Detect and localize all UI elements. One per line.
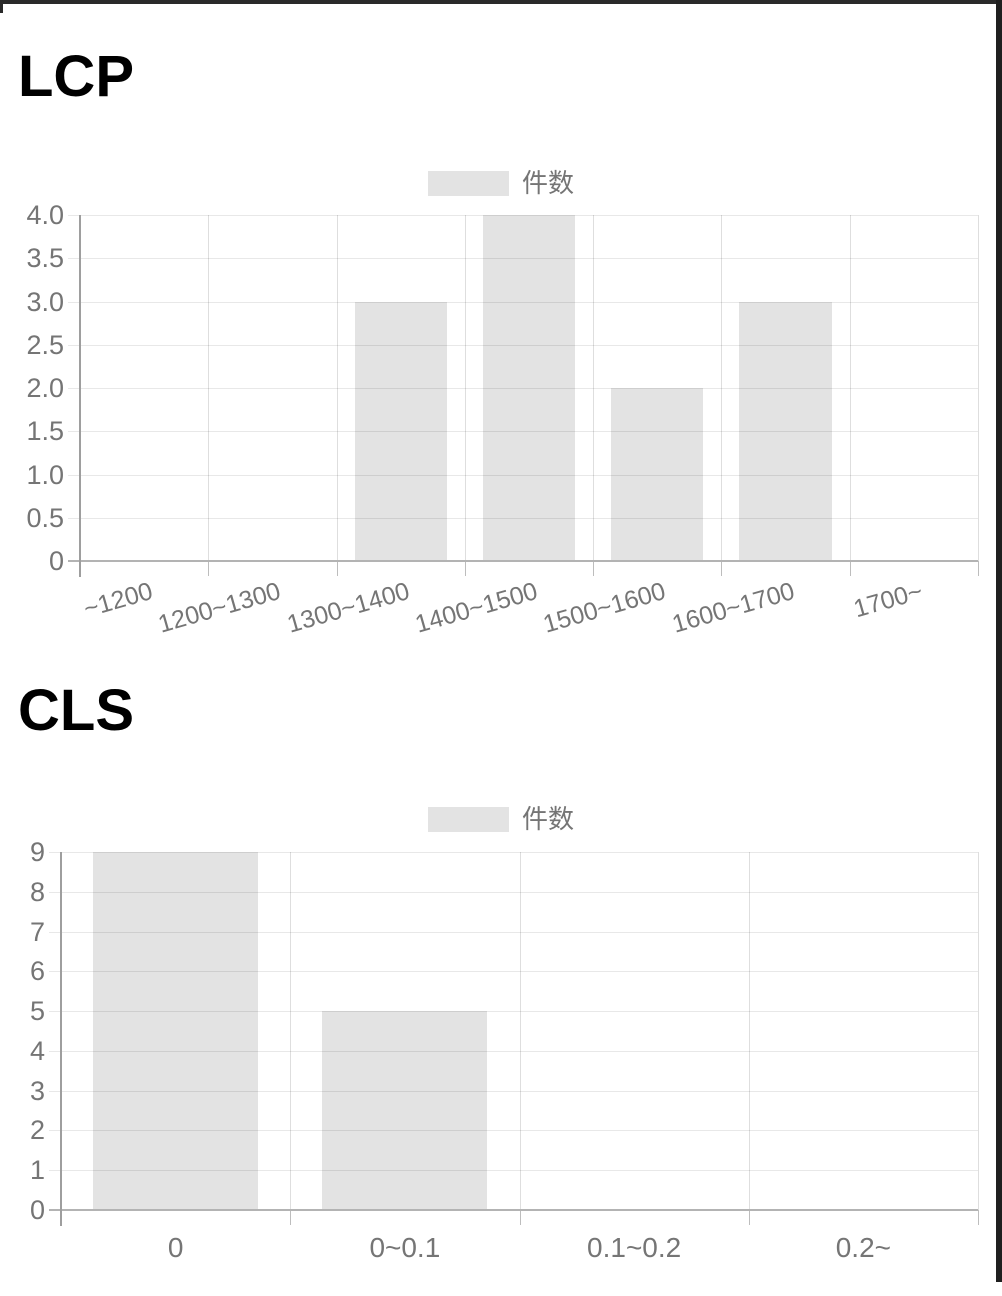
y-axis-label: 0.5 (26, 502, 64, 533)
y-gridline (49, 1050, 978, 1052)
y-gridline (68, 517, 978, 519)
x-axis-tick (290, 1210, 292, 1225)
x-axis-label: 0~0.1 (369, 1232, 441, 1263)
bar-1300~1400[interactable] (354, 301, 447, 561)
x-axis-tick (519, 1210, 521, 1225)
y-axis-line (79, 215, 81, 577)
lcp-legend-label: 件数 (521, 168, 574, 198)
y-gridline (68, 388, 978, 389)
cls-legend-label: 件数 (521, 804, 574, 834)
y-gridline (49, 852, 978, 853)
y-gridline (68, 344, 978, 346)
v-gridline (519, 852, 521, 1210)
y-gridline (68, 215, 978, 216)
y-gridline (49, 1011, 978, 1013)
y-gridline (49, 931, 978, 933)
x-axis-label: 0.2~ (835, 1232, 892, 1263)
y-axis-label: 6 (29, 956, 45, 987)
x-axis-tick (336, 561, 338, 576)
y-axis-label: 8 (29, 876, 45, 907)
v-gridline (721, 215, 723, 561)
x-axis-tick (849, 561, 851, 576)
y-axis-label: 3.5 (26, 243, 64, 274)
bar-1500~1600[interactable] (611, 388, 704, 561)
x-axis-tick (208, 561, 210, 576)
y-gridline (68, 258, 978, 260)
y-axis-label: 1.5 (26, 416, 64, 447)
y-axis-label: 1.0 (26, 459, 64, 490)
window-corner-notch (0, 0, 3, 13)
y-gridline (68, 474, 978, 476)
cls-chart-title: CLS (18, 678, 134, 743)
v-gridline (464, 215, 466, 561)
y-axis-label: 1 (29, 1155, 45, 1186)
y-gridline (68, 301, 978, 303)
y-axis-label: 9 (29, 837, 45, 867)
y-axis-label: 3 (29, 1075, 45, 1106)
y-axis-label: 2 (29, 1115, 45, 1146)
x-axis-tick (721, 561, 723, 576)
x-axis-label: 0.1~0.2 (587, 1232, 682, 1263)
v-gridline (978, 852, 979, 1210)
x-axis-line (68, 560, 978, 562)
y-axis-label: 2.5 (26, 329, 64, 360)
bar-1600~1700[interactable] (739, 301, 832, 561)
x-axis-label: 0 (167, 1232, 184, 1263)
y-axis-line (60, 852, 62, 1226)
x-axis-line (49, 1209, 978, 1211)
y-axis-label: 0 (29, 1195, 45, 1225)
y-gridline (68, 431, 978, 433)
bar-1400~1500[interactable] (482, 215, 576, 561)
y-axis-label: 4.0 (26, 200, 64, 230)
v-gridline (978, 215, 979, 561)
x-axis-tick (593, 561, 595, 576)
cls-legend[interactable]: 件数 (0, 806, 1002, 832)
window-top-edge (0, 0, 1002, 4)
window-right-edge (996, 0, 1002, 1282)
v-gridline (290, 852, 292, 1210)
y-axis-label: 5 (29, 996, 45, 1027)
y-axis-label: 4 (29, 1035, 45, 1066)
y-gridline (49, 1090, 978, 1092)
cls-legend-swatch-icon (427, 806, 509, 832)
v-gridline (208, 215, 210, 561)
y-axis-label: 7 (29, 916, 45, 947)
x-axis-tick (464, 561, 466, 576)
bar-0~0.1[interactable] (322, 1011, 488, 1210)
v-gridline (849, 215, 851, 561)
y-gridline (49, 1170, 978, 1172)
y-axis-label: 2.0 (26, 373, 64, 403)
y-gridline (49, 971, 978, 973)
v-gridline (336, 215, 338, 561)
v-gridline (593, 215, 595, 561)
y-gridline (49, 891, 978, 893)
lcp-legend-swatch-icon (427, 170, 509, 196)
y-axis-label: 0 (48, 546, 64, 576)
v-gridline (748, 852, 750, 1210)
lcp-legend[interactable]: 件数 (0, 170, 1002, 196)
x-axis-tick (978, 1210, 979, 1225)
y-gridline (49, 1130, 978, 1132)
lcp-chart-title: LCP (18, 44, 134, 109)
y-axis-label: 3.0 (26, 286, 64, 317)
x-axis-tick (978, 561, 979, 576)
bar-0[interactable] (93, 852, 259, 1210)
x-axis-tick (748, 1210, 750, 1225)
